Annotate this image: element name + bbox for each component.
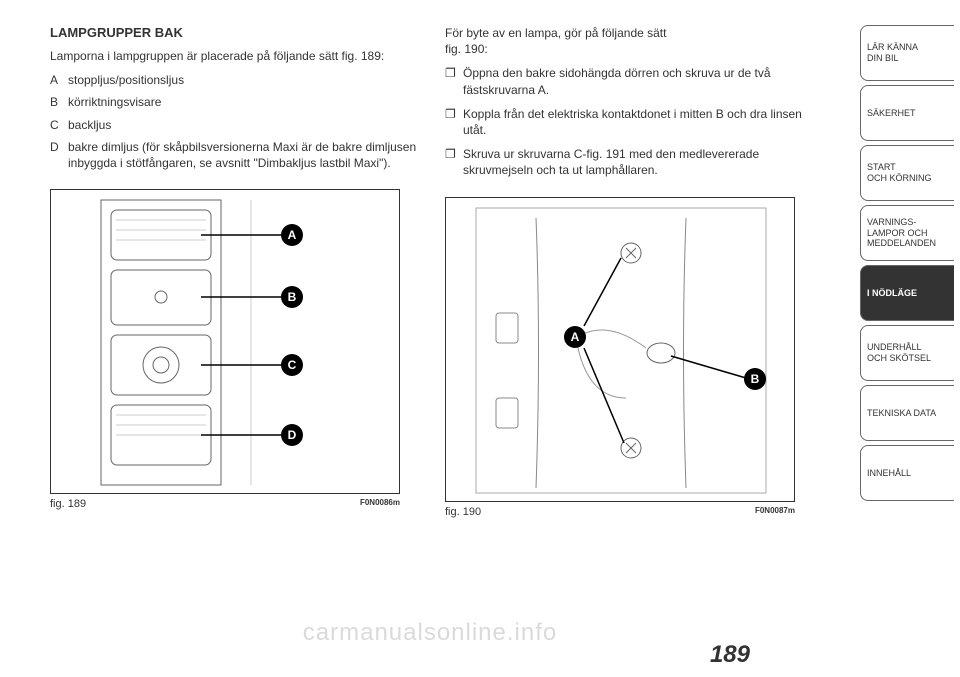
list-text: körriktningsvisare [68, 94, 425, 110]
list-item: B körriktningsvisare [50, 94, 425, 110]
bullet-item: ❐ Skruva ur skruvarna C-fig. 191 med den… [445, 146, 820, 178]
bullet-icon: ❐ [445, 65, 463, 97]
tab-label: VARNINGS- LAMPOR OCH MEDDELANDEN [867, 217, 936, 249]
right-column: För byte av en lampa, gör på följande sä… [445, 25, 840, 667]
content-area: LAMPGRUPPER BAK Lamporna i lampgruppen ä… [0, 0, 860, 677]
bullet-text: Öppna den bakre sidohängda dörren och sk… [463, 65, 820, 97]
list-key: B [50, 94, 68, 110]
list-item: D bakre dimljus (för skåpbilsversionerna… [50, 139, 425, 171]
tab-label: SÄKERHET [867, 108, 916, 119]
tab-start-driving[interactable]: START OCH KÖRNING [860, 145, 954, 201]
tab-maintenance[interactable]: UNDERHÅLL OCH SKÖTSEL [860, 325, 954, 381]
tab-contents[interactable]: INNEHÅLL [860, 445, 954, 501]
list-item: A stoppljus/positionsljus [50, 72, 425, 88]
fig189-caption: fig. 189 F0N0086m [50, 498, 400, 510]
bullet-icon: ❐ [445, 146, 463, 178]
tab-label: START OCH KÖRNING [867, 162, 932, 184]
left-intro: Lamporna i lampgruppen är placerade på f… [50, 48, 425, 64]
fig189-label-b: B [281, 286, 303, 308]
right-intro: För byte av en lampa, gör på följande sä… [445, 25, 820, 57]
bullet-item: ❐ Öppna den bakre sidohängda dörren och … [445, 65, 820, 97]
fig189-label-d: D [281, 424, 303, 446]
tab-label: I NÖDLÄGE [867, 288, 917, 299]
fig190-code: F0N0087m [755, 506, 795, 518]
list-text: bakre dimljus (för skåpbilsversionerna M… [68, 139, 425, 171]
list-key: D [50, 139, 68, 171]
tab-label: TEKNISKA DATA [867, 408, 936, 419]
fig190-label: fig. 190 [445, 506, 481, 518]
fig189-label-a: A [281, 224, 303, 246]
bullet-text: Koppla från det elektriska kontaktdonet … [463, 106, 820, 138]
bullet-text: Skruva ur skruvarna C-fig. 191 med den m… [463, 146, 820, 178]
fig189-label-c: C [281, 354, 303, 376]
fig189-code: F0N0086m [360, 498, 400, 510]
list-text: backljus [68, 117, 425, 133]
list-item: C backljus [50, 117, 425, 133]
fig190-label-a: A [564, 326, 586, 348]
list-text: stoppljus/positionsljus [68, 72, 425, 88]
list-key: C [50, 117, 68, 133]
tab-know-your-car[interactable]: LÄR KÄNNA DIN BIL [860, 25, 954, 81]
tab-label: LÄR KÄNNA DIN BIL [867, 42, 918, 64]
bullet-item: ❐ Koppla från det elektriska kontaktdone… [445, 106, 820, 138]
tab-safety[interactable]: SÄKERHET [860, 85, 954, 141]
list-key: A [50, 72, 68, 88]
figure-189: A B C D [50, 189, 400, 494]
fig189-label: fig. 189 [50, 498, 86, 510]
figure-190: A B [445, 197, 795, 502]
figure-189-wrap: A B C D fig. 189 F0N0086m [50, 189, 425, 510]
left-column: LAMPGRUPPER BAK Lamporna i lampgruppen ä… [50, 25, 445, 667]
page-number: 189 [710, 641, 750, 669]
left-heading: LAMPGRUPPER BAK [50, 25, 425, 40]
tab-warning-lights[interactable]: VARNINGS- LAMPOR OCH MEDDELANDEN [860, 205, 954, 261]
tab-tech-data[interactable]: TEKNISKA DATA [860, 385, 954, 441]
tab-label: UNDERHÅLL OCH SKÖTSEL [867, 342, 931, 364]
sidebar: LÄR KÄNNA DIN BIL SÄKERHET START OCH KÖR… [860, 0, 960, 677]
fig190-label-b: B [744, 368, 766, 390]
tab-label: INNEHÅLL [867, 468, 911, 479]
figure-190-svg [446, 198, 796, 503]
bullet-icon: ❐ [445, 106, 463, 138]
figure-190-wrap: A B fig. 190 F0N0087m [445, 197, 820, 518]
tab-emergency[interactable]: I NÖDLÄGE [860, 265, 954, 321]
page: LAMPGRUPPER BAK Lamporna i lampgruppen ä… [0, 0, 960, 677]
figure-189-svg [51, 190, 401, 495]
fig190-caption: fig. 190 F0N0087m [445, 506, 795, 518]
